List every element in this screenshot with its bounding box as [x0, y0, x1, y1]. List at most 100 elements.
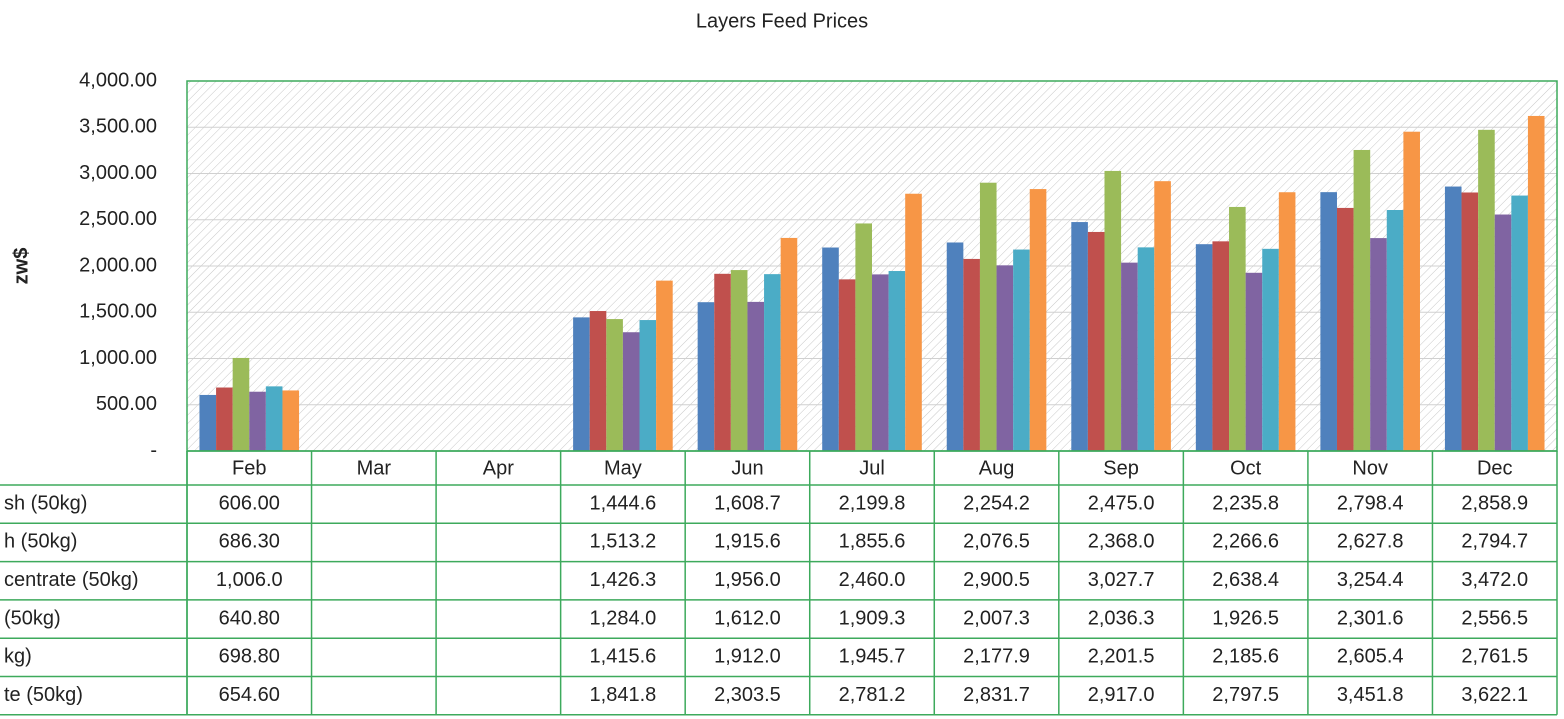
- table-cell: 686.30: [219, 531, 280, 553]
- bar: [730, 270, 748, 451]
- legend-label: kg): [4, 646, 32, 668]
- table-cell: 2,831.7: [963, 684, 1030, 706]
- bar: [1195, 244, 1213, 451]
- bar: [979, 182, 997, 452]
- bar: [1478, 129, 1495, 451]
- table-cell: 2,638.4: [1212, 569, 1279, 591]
- bar: [216, 387, 233, 451]
- table-cell: 2,254.2: [963, 492, 1030, 514]
- table-cell: 2,266.6: [1212, 531, 1279, 553]
- x-tick-label: Jun: [731, 457, 763, 479]
- table-cell: 1,006.0: [216, 569, 283, 591]
- table-cell: 2,917.0: [1088, 684, 1155, 706]
- bar: [1527, 115, 1545, 451]
- bar: [573, 317, 590, 451]
- bar: [855, 223, 872, 451]
- bar: [1229, 206, 1246, 451]
- bar: [1262, 248, 1279, 451]
- bar: [714, 273, 731, 451]
- bar: [232, 357, 250, 451]
- bar: [1121, 262, 1138, 451]
- legend-label: centrate (50kg): [4, 569, 139, 591]
- x-tick-label: May: [604, 457, 642, 479]
- bar: [1104, 170, 1122, 451]
- bar: [996, 265, 1014, 451]
- bar: [888, 271, 906, 451]
- table-cell: 1,956.0: [714, 569, 781, 591]
- bar: [1370, 238, 1387, 451]
- bar: [1071, 222, 1088, 451]
- bar: [1320, 192, 1337, 451]
- bar: [1013, 249, 1030, 451]
- bar: [747, 301, 765, 451]
- table-cell: 640.80: [219, 607, 280, 629]
- bar: [1444, 186, 1462, 451]
- table-cell: 1,855.6: [839, 531, 906, 553]
- bar: [589, 311, 607, 451]
- bar: [639, 320, 657, 451]
- table-cell: 654.60: [219, 684, 280, 706]
- table-cell: 2,858.9: [1461, 492, 1528, 514]
- bar: [199, 394, 217, 451]
- bar: [1403, 131, 1420, 451]
- table-cell: 3,027.7: [1088, 569, 1155, 591]
- table-cell: 2,798.4: [1337, 492, 1404, 514]
- x-tick-label: Sep: [1103, 457, 1139, 479]
- table-cell: 2,368.0: [1088, 531, 1155, 553]
- x-tick-label: Mar: [357, 457, 392, 479]
- bar: [780, 237, 798, 451]
- bar: [1336, 207, 1354, 451]
- table-cell: 1,841.8: [590, 684, 657, 706]
- table-cell: 2,303.5: [714, 684, 781, 706]
- table-cell: 2,201.5: [1088, 646, 1155, 668]
- bar: [697, 302, 715, 451]
- bar: [1029, 189, 1047, 451]
- bar: [622, 332, 640, 451]
- bar: [1461, 192, 1479, 452]
- table-cell: 1,926.5: [1212, 607, 1279, 629]
- table-cell: 2,627.8: [1337, 531, 1404, 553]
- table-cell: 3,472.0: [1461, 569, 1528, 591]
- bar: [1154, 181, 1171, 452]
- table-cell: 3,622.1: [1461, 684, 1528, 706]
- bar: [1137, 247, 1155, 451]
- y-tick-label: 2,500.00: [79, 208, 157, 230]
- table-cell: 2,556.5: [1461, 607, 1528, 629]
- bar: [1245, 272, 1263, 451]
- table-cell: 2,605.4: [1337, 646, 1404, 668]
- table-cell: 2,177.9: [963, 646, 1030, 668]
- table-cell: 2,199.8: [839, 492, 906, 514]
- table-cell: 1,915.6: [714, 531, 781, 553]
- bar: [282, 390, 300, 451]
- bar: [1511, 195, 1528, 451]
- table-cell: 2,781.2: [839, 684, 906, 706]
- x-tick-label: Oct: [1230, 457, 1262, 479]
- y-tick-label: 3,500.00: [79, 116, 157, 138]
- table-cell: 2,007.3: [963, 607, 1030, 629]
- table-cell: 2,460.0: [839, 569, 906, 591]
- table-cell: 2,301.6: [1337, 607, 1404, 629]
- bar: [764, 274, 781, 451]
- table-cell: 2,076.5: [963, 531, 1030, 553]
- x-tick-label: Dec: [1477, 457, 1513, 479]
- table-cell: 2,185.6: [1212, 646, 1279, 668]
- table-cell: 1,912.0: [714, 646, 781, 668]
- table-cell: 2,797.5: [1212, 684, 1279, 706]
- table-cell: 1,284.0: [590, 607, 657, 629]
- bar: [1278, 192, 1296, 451]
- bar: [1386, 210, 1404, 451]
- bar: [249, 391, 266, 451]
- table-cell: 2,761.5: [1461, 646, 1528, 668]
- bar: [1353, 149, 1371, 451]
- table-cell: 1,426.3: [590, 569, 657, 591]
- bar: [872, 274, 889, 451]
- y-tick-label: -: [150, 439, 157, 461]
- bar: [822, 247, 839, 451]
- table-cell: 1,945.7: [839, 646, 906, 668]
- bar: [905, 193, 922, 451]
- table-cell: 2,475.0: [1088, 492, 1155, 514]
- x-tick-label: Feb: [232, 457, 266, 479]
- x-tick-label: Nov: [1352, 457, 1388, 479]
